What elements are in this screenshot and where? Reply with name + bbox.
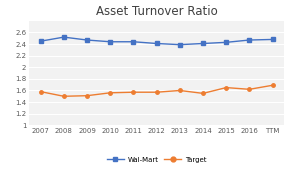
Target	[62, 95, 66, 97]
Wal-Mart	[132, 41, 135, 43]
Target	[132, 91, 135, 93]
Wal-Mart	[39, 40, 42, 42]
Wal-Mart	[271, 38, 274, 41]
Legend: Wal-Mart, Target: Wal-Mart, Target	[104, 154, 209, 166]
Target	[108, 92, 112, 94]
Wal-Mart	[108, 41, 112, 43]
Wal-Mart	[85, 39, 89, 41]
Target	[248, 88, 251, 90]
Title: Asset Turnover Ratio: Asset Turnover Ratio	[96, 5, 218, 18]
Target	[85, 95, 89, 97]
Wal-Mart	[248, 39, 251, 41]
Wal-Mart	[178, 44, 182, 46]
Wal-Mart	[201, 42, 205, 45]
Wal-Mart	[155, 42, 158, 45]
Target	[155, 91, 158, 93]
Wal-Mart	[62, 36, 66, 38]
Target	[201, 92, 205, 94]
Line: Target: Target	[39, 84, 274, 98]
Target	[271, 84, 274, 86]
Target	[178, 89, 182, 92]
Target	[224, 86, 228, 89]
Target	[39, 91, 42, 93]
Line: Wal-Mart: Wal-Mart	[39, 35, 274, 46]
Wal-Mart	[224, 41, 228, 43]
